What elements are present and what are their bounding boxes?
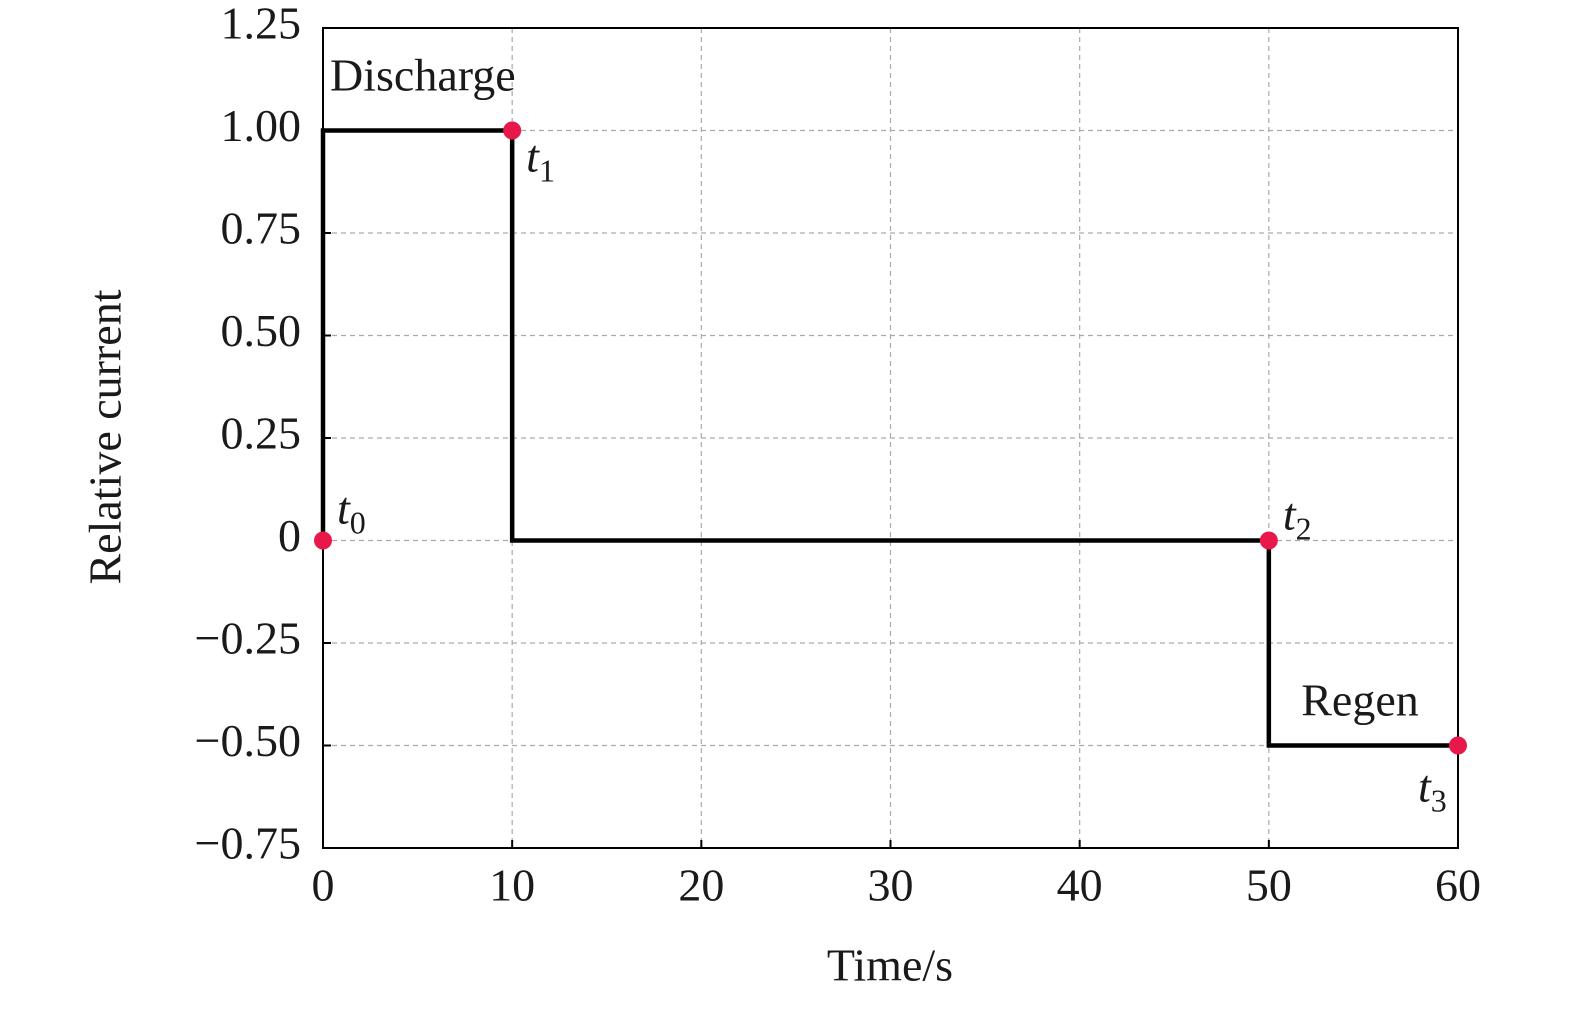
annotation: Regen — [1301, 675, 1419, 726]
point-label: t1 — [526, 130, 555, 189]
x-tick-label: 40 — [1057, 860, 1103, 911]
point-label-text: t — [1418, 760, 1432, 811]
point-label-text: t — [526, 130, 540, 181]
point-label-text: t — [337, 482, 351, 533]
x-tick-label: 50 — [1246, 860, 1292, 911]
x-tick-label: 20 — [678, 860, 724, 911]
point-marker — [314, 531, 332, 550]
point-label-subscript: 2 — [1296, 511, 1312, 547]
x-axis-label: Time/s — [827, 940, 953, 991]
point-label-subscript: 3 — [1431, 783, 1447, 819]
y-tick-label: −0.25 — [195, 613, 301, 664]
line-series — [320, 128, 1458, 748]
point-label: t2 — [1283, 488, 1312, 547]
y-tick-label: 0.50 — [221, 305, 302, 356]
y-tick-label: −0.75 — [195, 818, 301, 869]
y-tick-label: 0.25 — [221, 408, 302, 459]
x-tick-label: 10 — [489, 860, 535, 911]
point-marker — [1259, 531, 1278, 550]
y-tick-label: 1.25 — [221, 0, 302, 49]
point-label-subscript: 0 — [350, 505, 366, 541]
y-tick-label: 0.75 — [221, 203, 302, 254]
x-tick-label: 0 — [312, 860, 335, 911]
point-marker — [1449, 736, 1467, 755]
annotation: Discharge — [330, 50, 516, 101]
point-label-subscript: 1 — [539, 153, 555, 189]
x-tick-label: 60 — [1435, 860, 1481, 911]
x-tick-label: 30 — [868, 860, 914, 911]
y-tick-label: 1.00 — [221, 100, 302, 151]
point-label: t3 — [1418, 760, 1447, 819]
y-axis-label: Relative current — [80, 289, 131, 584]
y-tick-label: −0.50 — [195, 715, 301, 766]
point-label-text: t — [1283, 488, 1297, 539]
point-label: t0 — [337, 482, 366, 541]
y-tick-label: 0 — [278, 510, 301, 561]
point-marker — [503, 121, 522, 140]
